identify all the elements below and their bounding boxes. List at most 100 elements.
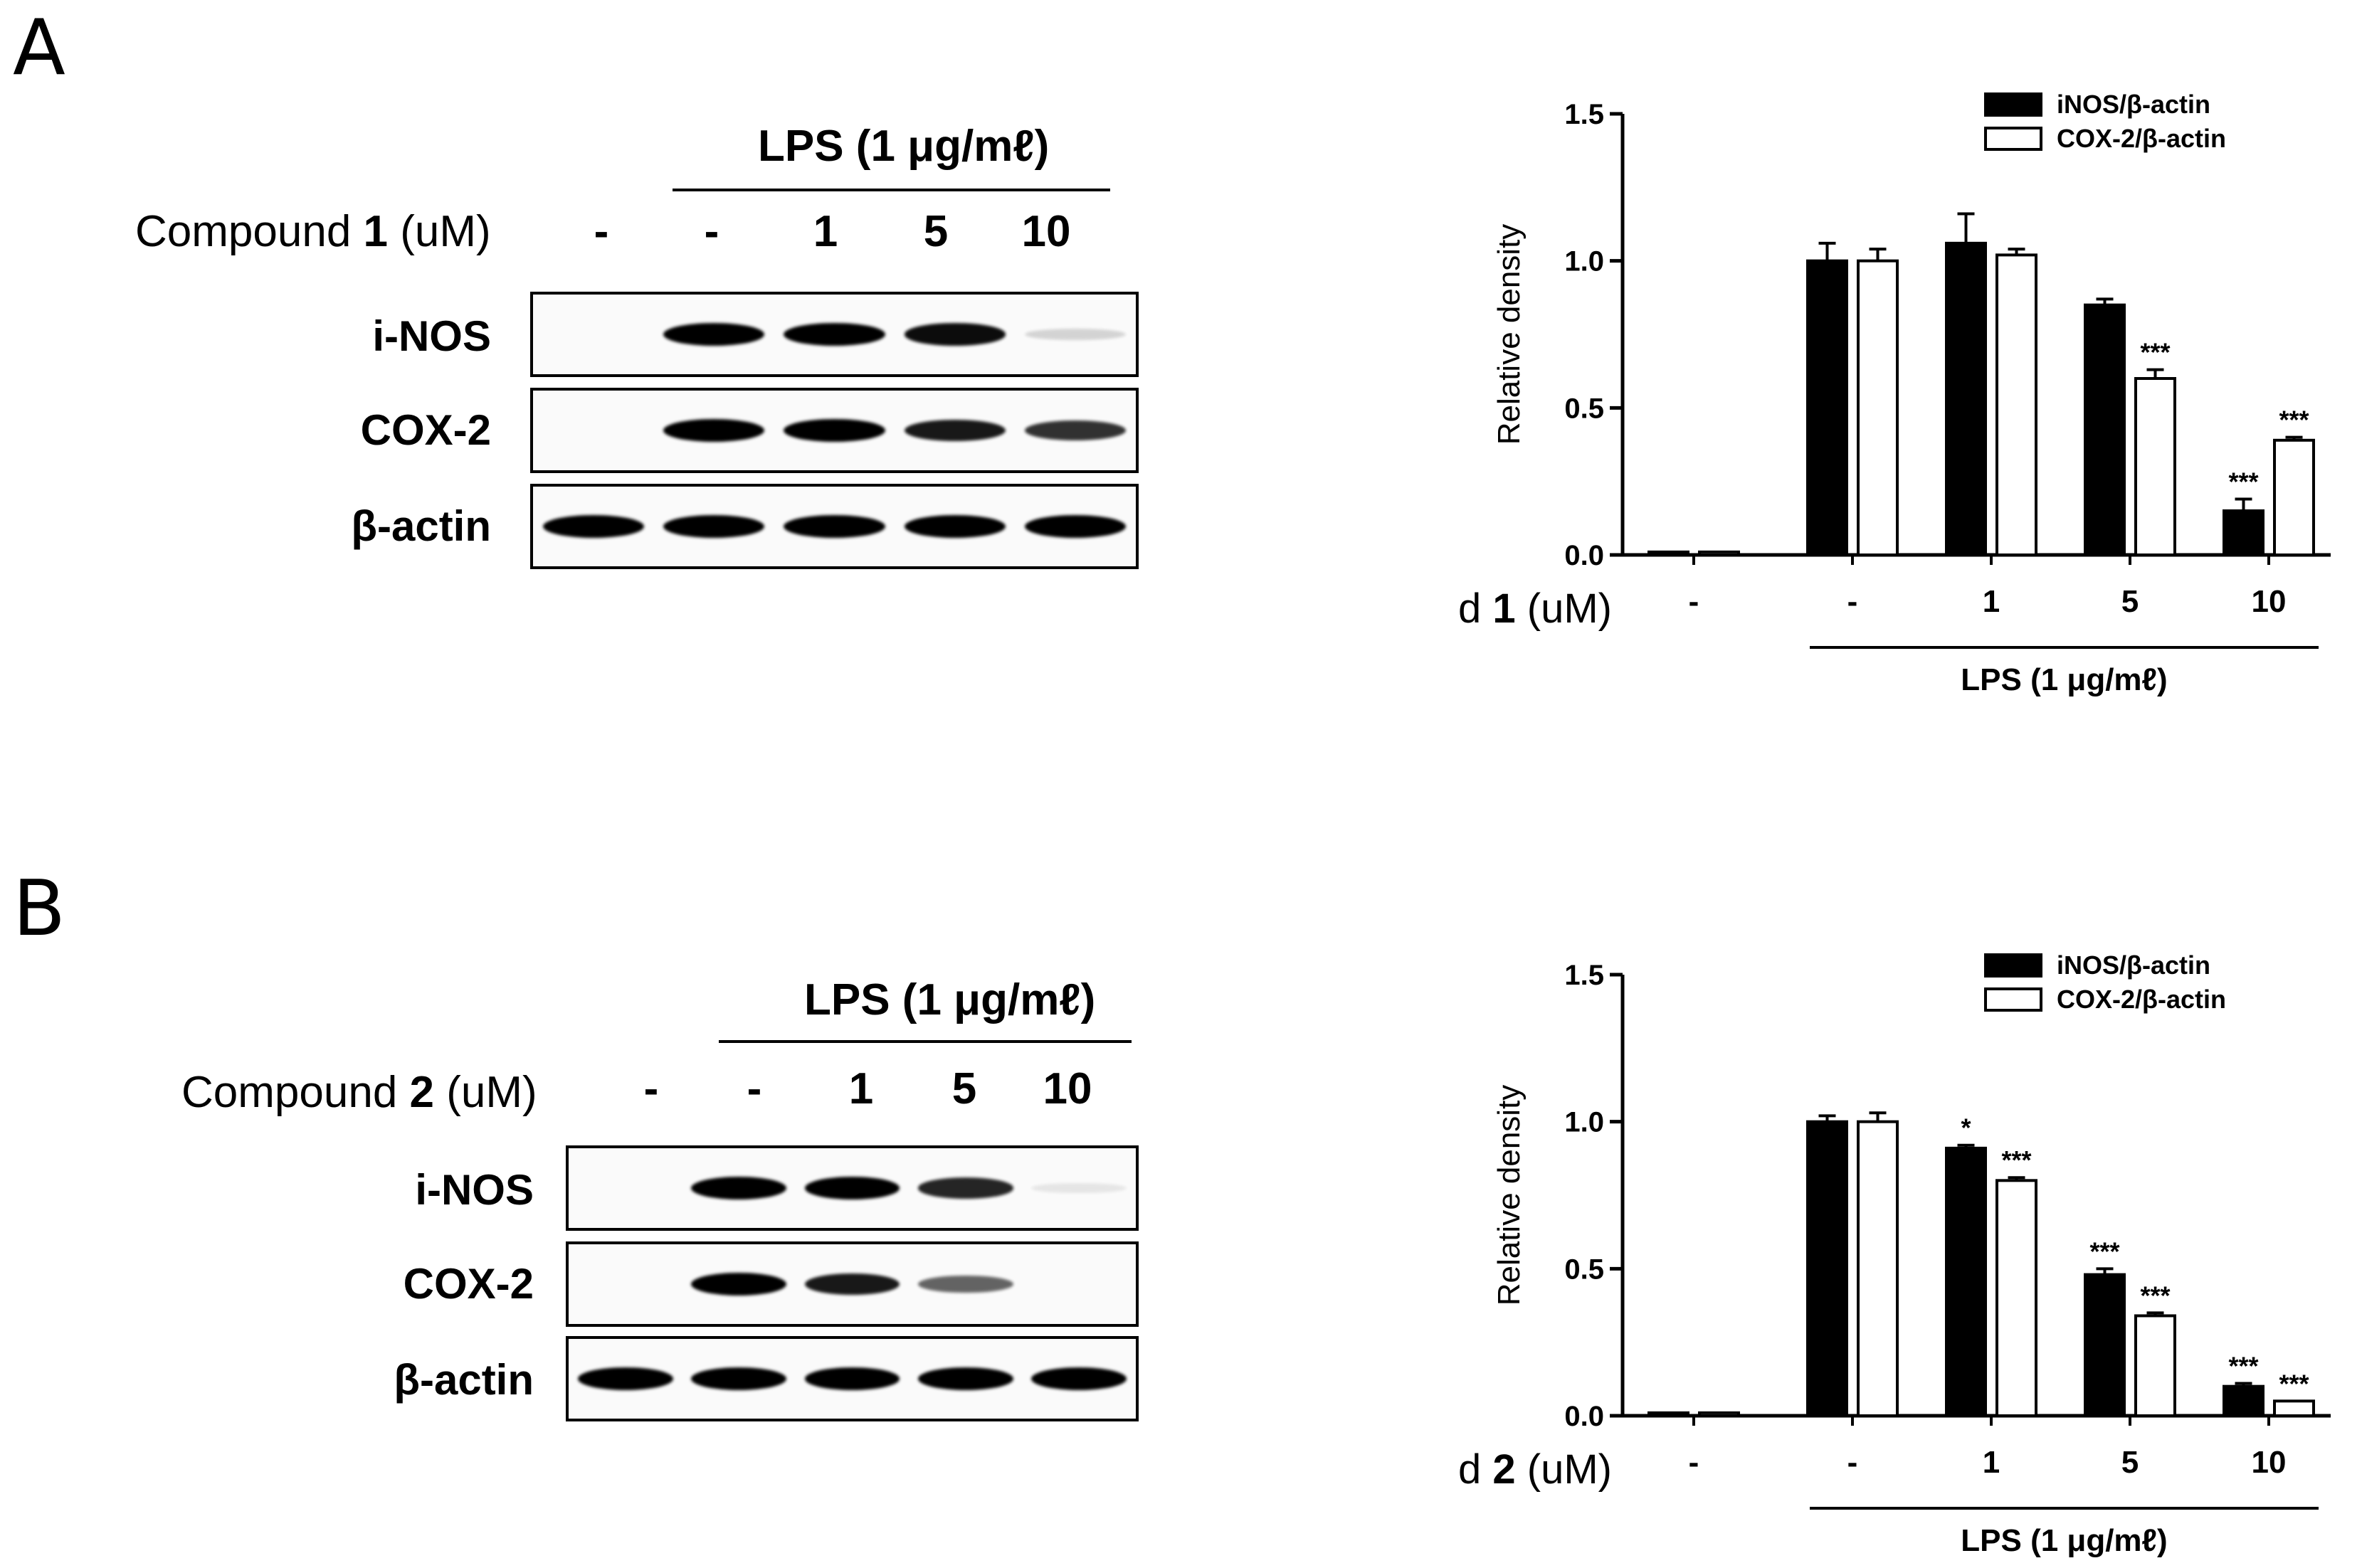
- blot-lane-label: 1: [848, 1064, 874, 1113]
- x-tick-label: -: [1847, 584, 1858, 619]
- bar: [2134, 377, 2176, 556]
- x-axis-compound-label: Compound 1 (uM): [1459, 586, 1612, 632]
- blot-band: [691, 1367, 787, 1390]
- bar: [1698, 550, 1740, 556]
- blot-compound-label: Compound 2 (uM): [181, 1067, 537, 1118]
- blot-strip-cox2: [530, 388, 1139, 473]
- blot-lane-label: -: [643, 1064, 659, 1113]
- blot-band: [804, 1367, 900, 1390]
- compound-number: 2: [409, 1068, 435, 1117]
- panel-letter-a: A: [13, 4, 65, 92]
- blot-row-label: β-actin: [394, 1356, 534, 1404]
- blot-band: [691, 1273, 787, 1296]
- blot-band: [691, 1177, 787, 1199]
- y-tick-label: 0.5: [1564, 393, 1604, 424]
- blot-band: [904, 515, 1006, 538]
- x-tick-label: 10: [2252, 584, 2287, 619]
- blot-treatment-line: [719, 1040, 1132, 1043]
- significance-mark: ***: [2279, 1369, 2309, 1398]
- panel-letter-b: B: [13, 864, 66, 953]
- bar: [1806, 1120, 1848, 1417]
- bar: [1945, 241, 1987, 556]
- y-tick-label: 1.0: [1564, 1107, 1604, 1138]
- y-tick-label: 1.5: [1564, 960, 1604, 991]
- significance-mark: *: [1961, 1113, 1971, 1143]
- blot-treatment-label: LPS (1 μg/mℓ): [804, 975, 1096, 1024]
- legend-label: iNOS/β-actin: [2057, 950, 2210, 980]
- bar: [2134, 1314, 2176, 1418]
- bar: [1647, 550, 1689, 556]
- blot-band: [577, 1367, 673, 1390]
- x-axis-compound-label: Compound 2 (uM): [1459, 1446, 1612, 1493]
- blot-row-label: COX-2: [360, 406, 491, 454]
- blot-strip-actin: [566, 1336, 1139, 1421]
- significance-mark: ***: [2089, 1236, 2119, 1266]
- y-tick-label: 0.0: [1564, 540, 1604, 571]
- blot-band: [1025, 328, 1127, 341]
- bar: [1995, 253, 2037, 556]
- blot-band: [542, 515, 644, 538]
- blot-treatment-label: LPS (1 μg/mℓ): [758, 122, 1050, 171]
- blot-band: [917, 1367, 1013, 1390]
- y-tick-label: 1.0: [1564, 246, 1604, 277]
- bar: [1857, 259, 1899, 556]
- significance-mark: ***: [2001, 1145, 2031, 1175]
- bar: [2273, 1399, 2315, 1417]
- blot-lane-label: 10: [1043, 1064, 1092, 1113]
- compound-prefix: Compound: [135, 207, 364, 256]
- legend-swatch: [1984, 127, 2042, 151]
- bar: [2223, 509, 2265, 556]
- legend-swatch: [1984, 953, 2042, 978]
- bar: [1945, 1146, 1987, 1417]
- blot-lane-label: 1: [813, 207, 838, 256]
- blot-band: [784, 515, 885, 538]
- legend-label: iNOS/β-actin: [2057, 90, 2210, 119]
- blot-row-label: i-NOS: [415, 1166, 534, 1214]
- blot-strip-inos: [530, 292, 1139, 377]
- y-axis-label: Relative density: [1492, 1085, 1527, 1306]
- blot-band: [917, 1177, 1013, 1199]
- blot-lane-label: -: [747, 1064, 762, 1113]
- x-tick-label: -: [1689, 584, 1699, 619]
- compound-prefix: Compound: [181, 1068, 410, 1117]
- bar: [2223, 1384, 2265, 1418]
- blot-band: [804, 1177, 900, 1199]
- y-axis-label: Relative density: [1492, 224, 1527, 445]
- lps-group-label: LPS (1 μg/mℓ): [1961, 1523, 2167, 1558]
- blot-row-label: β-actin: [351, 502, 491, 550]
- bar: [1647, 1411, 1689, 1417]
- bar: [1995, 1179, 2037, 1417]
- x-tick-label: 1: [1983, 584, 2000, 619]
- blot-band: [1031, 1367, 1127, 1390]
- blot-lane-label: 5: [923, 207, 949, 256]
- blot-band: [663, 515, 765, 538]
- blot-treatment-line: [673, 189, 1110, 191]
- significance-mark: ***: [2140, 1281, 2170, 1310]
- bar: [2084, 303, 2126, 556]
- blot-band: [663, 323, 765, 346]
- blot-lane-label: -: [704, 207, 719, 256]
- significance-mark: ***: [2279, 406, 2309, 435]
- x-tick-label: 10: [2252, 1445, 2287, 1480]
- blot-lane-label: 5: [951, 1064, 977, 1113]
- blot-row-label: i-NOS: [372, 312, 491, 360]
- x-tick-label: 5: [2121, 584, 2139, 619]
- compound-number: 1: [363, 207, 389, 256]
- bar: [1857, 1120, 1899, 1417]
- blot-strip-inos: [566, 1145, 1139, 1231]
- bar: [2273, 438, 2315, 556]
- blot-lane-label: -: [594, 207, 609, 256]
- y-tick-label: 0.0: [1564, 1401, 1604, 1432]
- blot-band: [1031, 1182, 1127, 1194]
- blot-compound-label: Compound 1 (uM): [135, 206, 491, 257]
- blot-band: [784, 323, 885, 346]
- bar-chart-a: 0.0 0.5 1.0 1.5 Relative density - - 1 *** 5 *** **…: [1459, 90, 2331, 697]
- blot-band: [904, 323, 1006, 346]
- blot-lane-label: 10: [1021, 207, 1071, 256]
- legend-swatch: [1984, 987, 2042, 1012]
- y-tick-label: 0.5: [1564, 1254, 1604, 1285]
- blot-band: [784, 419, 885, 442]
- blot-strip-cox2: [566, 1241, 1139, 1327]
- x-tick-label: -: [1847, 1445, 1858, 1480]
- y-tick-label: 1.5: [1564, 99, 1604, 130]
